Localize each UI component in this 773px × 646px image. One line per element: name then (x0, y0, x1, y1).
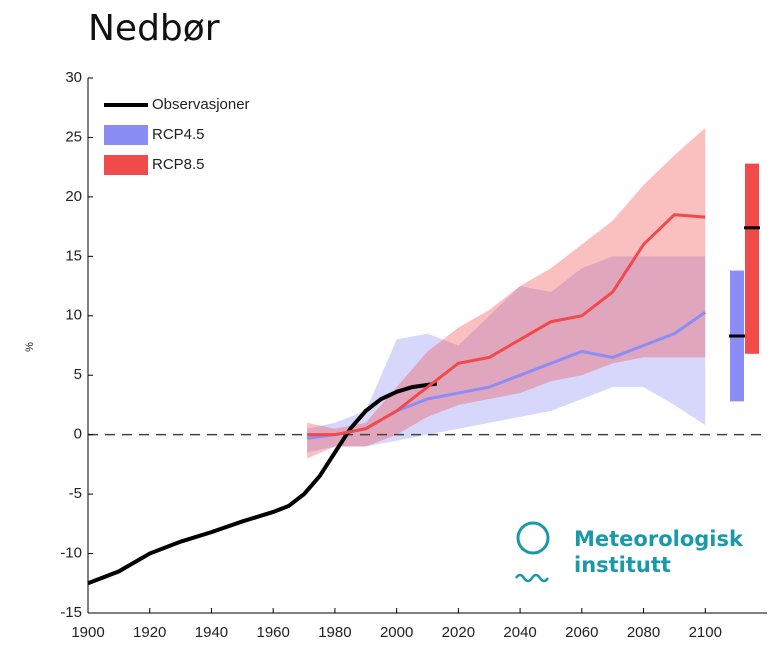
logo: Meteorologisk institutt (514, 521, 744, 583)
legend-label: RCP8.5 (152, 156, 205, 173)
y-axis-label: % (24, 342, 36, 352)
y-tick-label: -10 (60, 545, 82, 562)
y-tick-label: -15 (60, 604, 82, 621)
series-line (307, 213, 706, 437)
y-tick-label: 0 (74, 426, 82, 443)
y-tick-label: 20 (65, 188, 82, 205)
uncertainty-band (307, 127, 706, 459)
x-tick-label: 1960 (256, 624, 289, 641)
legend-label: Observasjoner (152, 96, 250, 113)
legend-label: RCP4.5 (152, 126, 205, 143)
y-tick-label: 10 (65, 307, 82, 324)
series-line (87, 381, 438, 586)
x-tick-label: 2040 (503, 624, 536, 641)
legend-swatch (104, 155, 148, 175)
logo-wave (514, 573, 550, 583)
legend-swatch (104, 125, 148, 145)
x-tick-label: 2080 (627, 624, 660, 641)
logo-circle (516, 521, 550, 555)
x-tick-label: 2100 (689, 624, 722, 641)
range-bar (745, 163, 759, 354)
x-tick-label: 2020 (442, 624, 475, 641)
logo-text: Meteorologisk (574, 527, 744, 551)
y-tick-label: 5 (74, 366, 82, 383)
plot-area (87, 127, 767, 586)
x-tick-label: 1920 (133, 624, 166, 641)
x-tick-label: 1980 (318, 624, 351, 641)
x-tick-label: 1900 (71, 624, 104, 641)
y-tick-label: 25 (65, 128, 82, 145)
y-tick-label: 15 (65, 247, 82, 264)
x-tick-label: 2060 (565, 624, 598, 641)
y-tick-label: -5 (69, 485, 82, 502)
x-tick-label: 1940 (195, 624, 228, 641)
chart-title: Nedbør (88, 8, 220, 49)
x-tick-label: 2000 (380, 624, 413, 641)
y-tick-label: 30 (65, 69, 82, 86)
logo-text: institutt (574, 553, 671, 577)
